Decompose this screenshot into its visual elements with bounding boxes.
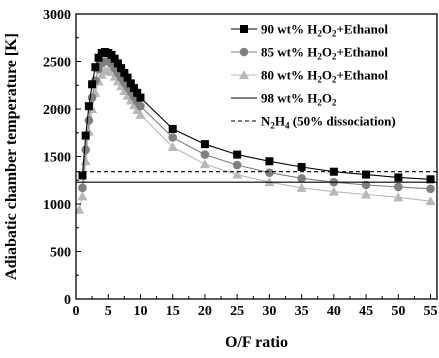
data-point [426,184,435,194]
x-tick-label: 40 [327,304,341,319]
data-point [425,196,436,206]
data-point [426,175,435,184]
data-point [265,157,274,166]
data-point [199,159,210,169]
data-point [136,101,145,111]
y-tick-label: 2500 [43,56,71,71]
data-point [78,183,87,193]
legend-marker [239,47,249,57]
x-axis-title: O/F ratio [225,334,288,351]
data-point [113,59,122,68]
legend-marker [240,25,248,33]
legend-label: 85 wt% H2O2+Ethanol [261,45,388,62]
y-tick-label: 1500 [43,151,71,166]
data-point [81,131,90,140]
x-tick-label: 45 [359,304,373,319]
x-tick-label: 15 [166,304,180,319]
data-point [110,54,119,63]
x-tick-label: 55 [424,304,438,319]
data-point [88,80,97,89]
y-tick-label: 0 [64,293,71,308]
x-tick-label: 50 [391,304,405,319]
legend-label: 98 wt% H2O2 [261,91,337,108]
x-tick-label: 30 [262,304,276,319]
data-point [394,182,403,192]
x-tick-label: 20 [198,304,212,319]
data-point [81,145,90,155]
data-point [167,142,178,151]
data-point [76,204,85,214]
data-point [297,162,306,171]
data-point [84,102,93,111]
data-point [200,140,209,149]
data-point [393,192,404,202]
legend-item-1: 85 wt% H2O2+Ethanol [231,45,388,62]
data-point [361,189,372,199]
data-point [232,160,242,170]
data-point [135,109,146,119]
x-tick-label: 25 [230,304,244,319]
data-point [87,93,97,102]
data-point [297,174,306,183]
data-point [136,93,145,102]
data-point [80,156,91,166]
legend-label: N2H4 (50% dissociation) [261,114,396,131]
data-point [200,150,210,159]
data-point [94,53,103,62]
y-tick-label: 500 [50,246,71,261]
x-tick-label: 0 [73,304,80,319]
series-0 [78,48,435,184]
data-point [362,170,371,179]
data-point [232,169,243,179]
y-tick-label: 1000 [43,198,71,213]
y-tick-label: 2000 [43,103,71,118]
y-tick-label: 3000 [43,8,71,23]
data-point [126,79,135,88]
data-point [168,124,177,133]
x-tick-label: 5 [105,304,112,319]
legend: 90 wt% H2O2+Ethanol 85 wt% H2O2+Ethanol 80… [231,22,396,131]
data-point [168,133,177,142]
legend-marker [239,70,249,79]
series-layer [76,48,437,214]
data-point [133,88,142,97]
data-point [328,186,339,196]
y-axis-title: Adiabatic chamber temperature [K] [3,33,20,280]
data-point [361,180,371,190]
data-point [130,84,139,93]
data-point [123,73,132,82]
legend-item-3: 98 wt% H2O2 [231,91,337,108]
data-point [329,167,338,176]
data-point [84,116,94,125]
data-point [91,63,100,72]
data-point [77,191,88,201]
data-point [265,168,274,177]
x-tick-label: 10 [133,304,147,319]
legend-label: 80 wt% H2O2+Ethanol [261,68,388,85]
legend-item-2: 80 wt% H2O2+Ethanol [231,68,388,85]
axes-layer: 0 5 10 15 20 25 30 35 40 45 50 55 0 500 1000 1500 2000 25… [43,8,438,319]
x-tick-label: 35 [295,304,309,319]
data-point [120,68,129,77]
data-point [78,171,87,180]
data-point [394,173,403,182]
data-point [233,150,242,159]
data-point [296,182,307,192]
data-point [117,64,126,73]
legend-item-4: N2H4 (50% dissociation) [231,114,396,131]
legend-item-0: 90 wt% H2O2+Ethanol [231,22,388,39]
legend-label: 90 wt% H2O2+Ethanol [261,22,388,39]
